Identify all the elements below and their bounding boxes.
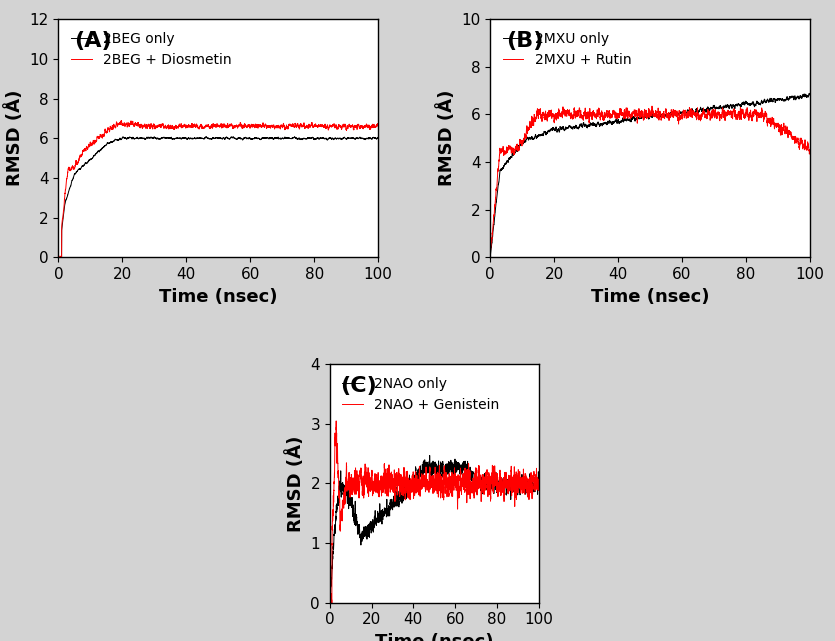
2NAO + Genistein xyxy=(461,483,471,491)
X-axis label: Time (nsec): Time (nsec) xyxy=(375,633,493,641)
2NAO only xyxy=(497,482,507,490)
2MXU only xyxy=(805,91,815,99)
2MXU only xyxy=(607,119,617,127)
Legend: 2NAO only, 2NAO + Genistein: 2NAO only, 2NAO + Genistein xyxy=(337,371,505,417)
X-axis label: Time (nsec): Time (nsec) xyxy=(159,288,277,306)
2NAO + Genistein xyxy=(405,479,415,487)
Text: (C): (C) xyxy=(341,376,377,396)
2NAO only xyxy=(461,462,471,470)
Line: 2MXU + Rutin: 2MXU + Rutin xyxy=(490,106,810,256)
Line: 2MXU only: 2MXU only xyxy=(490,94,810,258)
2MXU + Rutin xyxy=(805,146,815,153)
Y-axis label: RMSD (Å): RMSD (Å) xyxy=(5,90,24,187)
2MXU + Rutin xyxy=(748,108,758,115)
2NAO + Genistein xyxy=(325,606,335,613)
2MXU + Rutin xyxy=(693,113,703,121)
2NAO only xyxy=(534,472,544,480)
Line: 2NAO + Genistein: 2NAO + Genistein xyxy=(330,421,539,610)
2NAO + Genistein xyxy=(331,417,342,425)
2NAO only xyxy=(405,481,415,489)
2BEG + Diosmetin xyxy=(116,117,126,124)
2BEG only xyxy=(373,134,383,142)
2MXU only xyxy=(485,254,495,262)
2BEG + Diosmetin xyxy=(316,122,326,130)
2BEG only xyxy=(290,133,300,140)
2BEG + Diosmetin xyxy=(373,122,383,129)
2BEG only xyxy=(112,136,122,144)
2NAO only xyxy=(450,459,460,467)
Legend: 2BEG only, 2BEG + Diosmetin: 2BEG only, 2BEG + Diosmetin xyxy=(65,26,237,72)
2NAO only xyxy=(362,522,372,529)
Y-axis label: RMSD (Å): RMSD (Å) xyxy=(286,435,305,531)
2MXU only xyxy=(693,108,703,116)
2BEG + Diosmetin xyxy=(245,123,256,131)
2NAO + Genistein xyxy=(497,491,507,499)
2MXU only xyxy=(724,104,734,112)
2MXU only xyxy=(677,109,687,117)
2MXU + Rutin xyxy=(485,252,495,260)
2BEG only xyxy=(55,254,65,262)
Line: 2NAO only: 2NAO only xyxy=(330,456,539,604)
2NAO + Genistein xyxy=(534,480,544,488)
2NAO + Genistein xyxy=(363,487,373,495)
2BEG + Diosmetin xyxy=(175,122,185,129)
2MXU only xyxy=(544,128,554,135)
Text: (B): (B) xyxy=(506,31,544,51)
2BEG only xyxy=(292,135,302,143)
Line: 2BEG + Diosmetin: 2BEG + Diosmetin xyxy=(58,121,378,259)
2NAO only xyxy=(425,452,435,460)
2BEG only xyxy=(53,253,63,261)
2NAO + Genistein xyxy=(481,481,491,489)
2BEG + Diosmetin xyxy=(55,255,65,263)
2BEG + Diosmetin xyxy=(292,121,302,128)
2BEG only xyxy=(245,135,256,142)
2MXU + Rutin xyxy=(677,113,687,121)
2BEG + Diosmetin xyxy=(53,253,63,260)
2MXU + Rutin xyxy=(647,103,657,110)
2MXU only xyxy=(748,99,758,106)
2MXU only xyxy=(804,90,814,97)
2BEG + Diosmetin xyxy=(112,119,122,126)
2NAO only xyxy=(481,472,491,480)
Y-axis label: RMSD (Å): RMSD (Å) xyxy=(437,90,456,187)
2MXU + Rutin xyxy=(544,113,554,121)
X-axis label: Time (nsec): Time (nsec) xyxy=(591,288,709,306)
2BEG + Diosmetin xyxy=(261,124,271,132)
2BEG only xyxy=(261,134,271,142)
2NAO + Genistein xyxy=(450,470,460,478)
2BEG only xyxy=(175,135,185,142)
2NAO only xyxy=(325,601,335,608)
2MXU + Rutin xyxy=(607,112,617,120)
2NAO + Genistein xyxy=(325,606,335,614)
2NAO only xyxy=(325,600,335,608)
Line: 2BEG only: 2BEG only xyxy=(58,137,378,258)
Text: (A): (A) xyxy=(74,31,112,51)
2BEG only xyxy=(316,135,326,142)
Legend: 2MXU only, 2MXU + Rutin: 2MXU only, 2MXU + Rutin xyxy=(497,26,637,72)
2MXU + Rutin xyxy=(724,108,734,115)
